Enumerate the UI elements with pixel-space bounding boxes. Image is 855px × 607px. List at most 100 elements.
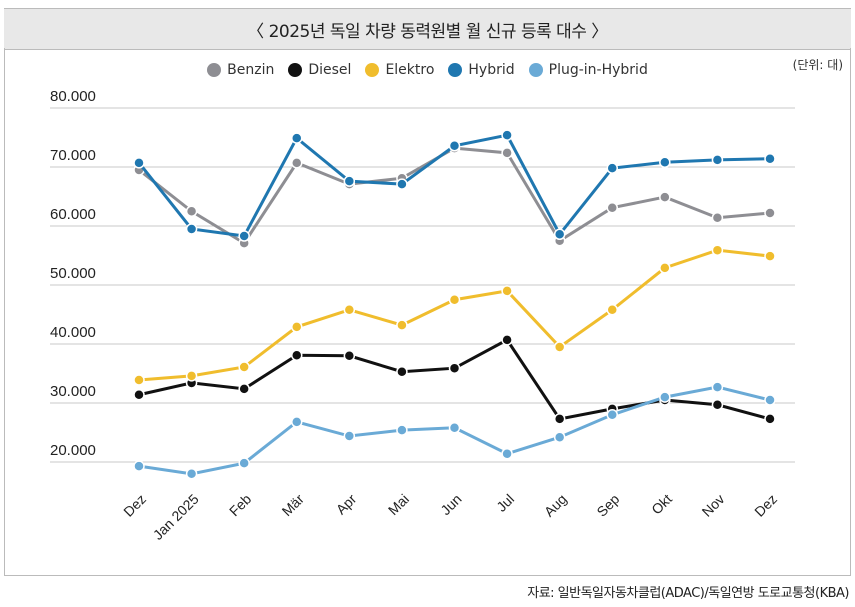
data-point — [185, 223, 198, 235]
data-point — [343, 304, 356, 316]
data-point — [291, 157, 303, 169]
data-point — [396, 365, 408, 378]
data-point — [133, 374, 145, 386]
data-point — [501, 129, 513, 141]
data-point — [448, 140, 461, 152]
chart-title: 〈 2025년 독일 차량 동력원별 월 신규 등록 대수 〉 — [4, 8, 851, 50]
data-point — [553, 413, 566, 425]
data-point — [659, 262, 671, 274]
data-point — [238, 457, 250, 469]
data-point — [396, 424, 408, 436]
data-point — [238, 230, 250, 242]
data-point — [711, 399, 724, 411]
x-tick-label: Nov — [699, 491, 728, 520]
data-point — [553, 228, 566, 241]
data-point — [291, 349, 303, 361]
x-tick-label: Mai — [385, 491, 412, 518]
legend-swatch — [288, 63, 303, 77]
legend-swatch — [528, 63, 543, 77]
data-point — [553, 341, 566, 353]
y-tick-label: 50.000 — [50, 265, 96, 282]
legend-label: Hybrid — [468, 62, 515, 78]
x-tick-label: Okt — [648, 491, 675, 518]
data-point — [396, 178, 408, 190]
data-point — [711, 244, 724, 256]
data-point — [448, 422, 461, 434]
data-point — [343, 430, 356, 442]
x-tick-label: Jun — [437, 491, 464, 518]
data-point — [764, 207, 776, 219]
data-point — [343, 175, 356, 187]
data-point — [764, 413, 776, 425]
data-point — [448, 294, 461, 306]
data-point — [711, 154, 724, 166]
data-point — [711, 381, 724, 393]
legend-swatch — [365, 63, 380, 77]
legend-swatch — [448, 63, 463, 77]
x-tick-label: Jul — [493, 491, 517, 515]
legend-label: Elektro — [385, 62, 435, 78]
data-point — [501, 285, 513, 297]
data-point — [185, 205, 198, 217]
x-tick-label: Aug — [541, 491, 570, 520]
source-note: 자료: 일반독일자동차클럽(ADAC)/독일연방 도로교통청(KBA) — [527, 586, 849, 601]
data-point — [291, 416, 303, 428]
data-point — [764, 394, 776, 406]
data-point — [606, 409, 618, 421]
y-tick-label: 80.000 — [50, 88, 96, 105]
x-tick-label: Sep — [593, 491, 622, 520]
data-point — [501, 147, 513, 159]
x-tick-label: Dez — [751, 491, 780, 520]
data-point — [291, 132, 303, 144]
x-tick-label: Apr — [333, 491, 360, 518]
y-tick-label: 40.000 — [50, 324, 96, 341]
data-point — [448, 362, 461, 374]
data-point — [291, 321, 303, 333]
unit-label: (단위: 대) — [792, 58, 843, 72]
y-tick-label: 20.000 — [50, 442, 96, 459]
x-tick-label: Mär — [278, 491, 307, 520]
data-point — [343, 350, 356, 362]
x-tick-label: Dez — [120, 491, 149, 520]
data-point — [501, 334, 513, 346]
series-line-diesel — [138, 337, 771, 421]
legend-item: Plug-in-Hybrid — [528, 62, 648, 78]
legend-label: Benzin — [227, 62, 275, 78]
data-point — [606, 162, 618, 174]
data-point — [396, 319, 408, 331]
x-tick-label: Jan 2025 — [150, 491, 202, 543]
data-point — [711, 211, 724, 224]
data-point — [501, 447, 513, 460]
legend-label: Plug-in-Hybrid — [548, 62, 648, 78]
y-tick-label: 30.000 — [50, 383, 96, 400]
chart-frame — [4, 48, 851, 576]
data-point — [238, 383, 250, 395]
data-point — [133, 388, 145, 401]
data-point — [659, 191, 671, 203]
legend-item: Hybrid — [448, 62, 515, 78]
data-point — [185, 370, 198, 382]
legend-item: Benzin — [207, 62, 274, 78]
legend: Benzin Diesel Elektro Hybrid Plug-in-Hybrid — [0, 62, 855, 78]
data-point — [606, 304, 618, 316]
y-tick-label: 70.000 — [50, 147, 96, 164]
data-point — [238, 361, 250, 373]
legend-label: Diesel — [308, 62, 352, 78]
legend-swatch — [207, 63, 222, 77]
data-point — [185, 468, 198, 480]
y-tick-label: 60.000 — [50, 206, 96, 223]
data-point — [553, 431, 566, 443]
data-point — [659, 391, 671, 403]
series-line-elektro — [138, 248, 771, 382]
data-point — [764, 152, 776, 165]
data-point — [659, 156, 671, 169]
data-point — [764, 250, 776, 262]
x-tick-label: Feb — [226, 491, 255, 520]
data-point — [133, 460, 145, 472]
data-point — [133, 157, 145, 169]
data-point — [606, 201, 618, 214]
legend-item: Diesel — [288, 62, 351, 78]
legend-item: Elektro — [365, 62, 434, 78]
